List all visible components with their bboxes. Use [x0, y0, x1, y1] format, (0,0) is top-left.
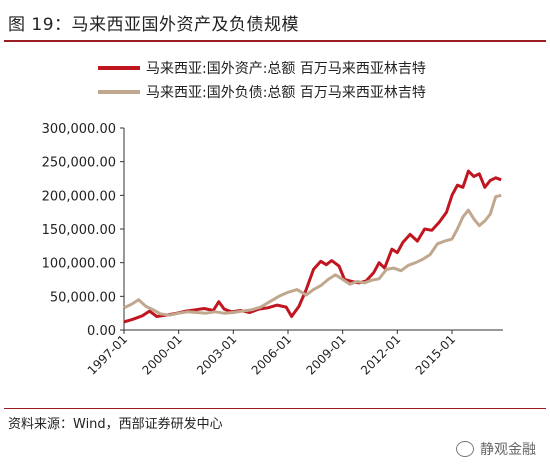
title-divider [4, 40, 546, 42]
x-tick-label: 1997-01 [85, 332, 130, 377]
title-bar: 图 19：马来西亚国外资产及负债规模 [4, 2, 544, 40]
x-tick-label: 2015-01 [413, 332, 458, 377]
chart-area: 马来西亚:国外资产:总额 百万马来西亚林吉特 马来西亚:国外负债:总额 百万马来… [0, 44, 550, 404]
legend-item-assets: 马来西亚:国外资产:总额 百万马来西亚林吉特 [98, 56, 426, 80]
source-note: 资料来源：Wind，西部证券研发中心 [8, 417, 223, 432]
x-tick-label: 2003-01 [194, 332, 239, 377]
x-tick-label: 2009-01 [303, 332, 348, 377]
x-tick-label: 2012-01 [358, 332, 403, 377]
chart-title: 图 19：马来西亚国外资产及负债规模 [8, 15, 300, 35]
wechat-icon [456, 441, 474, 457]
legend: 马来西亚:国外资产:总额 百万马来西亚林吉特 马来西亚:国外负债:总额 百万马来… [98, 56, 426, 104]
y-tick-label: 0.00 [87, 324, 116, 339]
series-line-assets [123, 169, 502, 324]
legend-item-liabilities: 马来西亚:国外负债:总额 百万马来西亚林吉特 [98, 80, 426, 104]
y-tick-label: 200,000.00 [42, 189, 116, 204]
y-tick-label: 250,000.00 [42, 156, 116, 171]
y-tick-label: 100,000.00 [42, 257, 116, 272]
series-line-liabilities [123, 193, 502, 317]
watermark: 静观金融 [456, 439, 536, 459]
legend-swatch-liabilities [98, 90, 140, 94]
line-chart: 0.00 50,000.00 100,000.00 150,000.00 200,000… [42, 122, 503, 378]
legend-swatch-assets [98, 66, 140, 70]
watermark-text: 静观金融 [480, 442, 536, 458]
y-tick-label: 300,000.00 [42, 122, 116, 137]
x-tick-label: 2006-01 [249, 332, 294, 377]
source-divider [4, 408, 546, 409]
y-tick-label: 50,000.00 [50, 290, 116, 305]
legend-label-assets: 马来西亚:国外资产:总额 百万马来西亚林吉特 [146, 61, 426, 77]
y-tick-label: 150,000.00 [42, 223, 116, 238]
legend-label-liabilities: 马来西亚:国外负债:总额 百万马来西亚林吉特 [146, 85, 426, 101]
x-tick-label: 2000-01 [139, 332, 184, 377]
